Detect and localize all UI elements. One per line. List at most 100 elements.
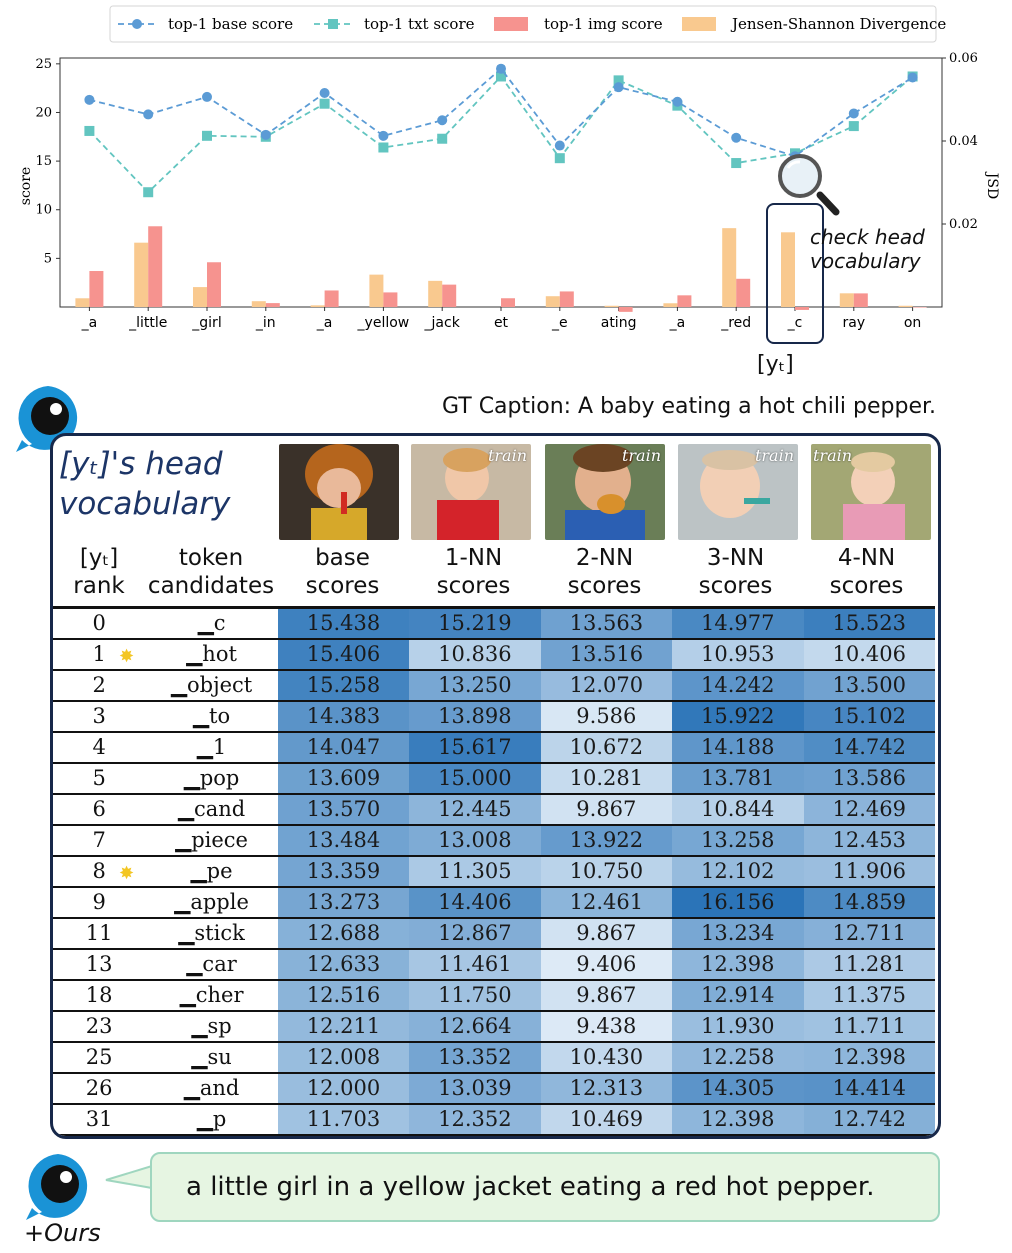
base-score-point — [143, 109, 154, 120]
score-cell: 12.516 — [277, 979, 410, 1011]
score-cell: 13.781 — [672, 762, 804, 794]
col-token-header: token candidates — [147, 545, 275, 599]
rank-cell: 4 — [53, 731, 146, 763]
score-cell: 10.750 — [540, 855, 673, 887]
img-score-bar — [324, 290, 339, 307]
jsd-bar — [251, 301, 266, 307]
x-tick-label: _yellow — [357, 315, 410, 331]
img-score-bar — [207, 262, 221, 307]
legend-marker — [132, 19, 142, 29]
base-score-point — [260, 129, 271, 140]
table-row: 23 ▁sp 12.211 12.664 9.438 11.930 11.711 — [53, 1010, 935, 1042]
score-cell: 10.406 — [803, 638, 935, 670]
score-cell: 12.633 — [277, 948, 410, 980]
y-tick-label: 10 — [35, 203, 52, 218]
img-score-bar — [265, 303, 280, 307]
score-cell: 12.711 — [803, 917, 935, 949]
table-row: 25 ▁su 12.008 13.352 10.430 12.258 12.398 — [53, 1041, 935, 1073]
rank-cell: 5 — [53, 762, 146, 794]
col-nn4-header: 4-NN scores — [829, 545, 904, 599]
score-cell: 12.398 — [803, 1041, 935, 1073]
score-cell: 9.586 — [540, 700, 673, 732]
img-score-bar — [618, 307, 633, 312]
jsd-bar — [663, 303, 678, 307]
base-score-point — [437, 115, 448, 126]
base-score-point — [496, 63, 506, 74]
rank-cell: 23 — [53, 1010, 146, 1042]
y-tick-label: 15 — [35, 154, 52, 169]
base-score-point — [731, 132, 742, 143]
score-cell: 13.586 — [803, 762, 935, 794]
x-tick-label: ray — [842, 315, 865, 331]
token-cell: ▁sp — [145, 1010, 278, 1042]
score-cell: 10.281 — [540, 762, 673, 794]
output-caption: a little girl in a yellow jacket eating … — [186, 1172, 875, 1202]
score-cell: 12.461 — [540, 886, 673, 918]
score-cell: 15.406 — [277, 638, 410, 670]
token-cell: ▁car — [145, 948, 278, 980]
score-cell: 14.305 — [672, 1072, 804, 1104]
x-tick-label: _a — [316, 315, 333, 331]
rank-cell: 13 — [53, 948, 146, 980]
score-table: 0 ▁c 15.438 15.219 13.563 14.977 15.523 1 ✸ ▁hot 1… — [53, 606, 935, 1136]
jsd-bar — [75, 298, 90, 307]
speech-tail — [105, 1164, 153, 1190]
score-cell: 12.742 — [803, 1103, 935, 1136]
ours-label: +Ours — [24, 1219, 101, 1247]
score-cell: 12.211 — [277, 1010, 410, 1042]
rank-cell: 26 — [53, 1072, 146, 1104]
head-vocabulary-panel: [yₜ]'s head vocabulary train train — [50, 433, 941, 1139]
score-cell: 15.219 — [409, 606, 541, 639]
score-cell: 13.352 — [409, 1041, 541, 1073]
img-score-bar — [736, 278, 751, 307]
base-score-point — [319, 88, 330, 99]
x-tick-label: ating — [601, 315, 637, 331]
base-score-point — [613, 82, 624, 93]
jsd-bar — [134, 242, 149, 307]
line-bar-chart: 5 10 15 20 25 0.02 0.04 0.06 score JSD _a _little _g… — [18, 5, 1000, 344]
txt-score-point — [613, 75, 624, 86]
y2-axis-label: JSD — [984, 171, 1000, 199]
x-tick-label: _e — [551, 315, 568, 331]
token-cell: ▁su — [145, 1041, 278, 1073]
score-cell: 9.867 — [540, 793, 673, 825]
img-score-bar — [501, 298, 515, 307]
token-cell: ▁hot — [145, 638, 278, 670]
head-vocabulary-title: [yₜ]'s head vocabulary — [59, 446, 231, 522]
eye-bubble-icon — [26, 1154, 88, 1220]
score-cell: 11.703 — [277, 1103, 410, 1136]
query-photo — [279, 444, 399, 540]
rank-cell: 2 — [53, 669, 146, 701]
score-cell: 10.672 — [540, 731, 673, 763]
y-tick-label: 5 — [44, 251, 52, 266]
score-cell: 11.305 — [409, 855, 541, 887]
x-tick-label: _a — [81, 315, 98, 331]
table-row: 2 ▁object 15.258 13.250 12.070 14.242 13.500 — [53, 669, 935, 701]
rank-cell: 0 — [53, 606, 146, 639]
score-cell: 13.359 — [277, 855, 410, 887]
score-cell: 13.609 — [277, 762, 410, 794]
score-cell: 13.500 — [803, 669, 935, 701]
x-tick-label: _c — [787, 315, 803, 331]
score-cell: 10.430 — [540, 1041, 673, 1073]
table-row: 31 ▁p 11.703 12.352 10.469 12.398 12.742 — [53, 1103, 935, 1136]
y-tick-label: 25 — [35, 57, 52, 72]
base-score-point — [378, 130, 389, 141]
score-cell: 13.273 — [277, 886, 410, 918]
x-tick-label: _a — [669, 315, 686, 331]
legend-marker — [328, 19, 338, 29]
score-cell: 14.859 — [803, 886, 935, 918]
token-cell: ▁object — [145, 669, 278, 701]
score-cell: 9.867 — [540, 979, 673, 1011]
nn1-photo: train — [411, 444, 531, 540]
score-cell: 12.398 — [672, 948, 804, 980]
jsd-bar — [310, 305, 325, 307]
score-cell: 12.453 — [803, 824, 935, 856]
gt-caption: GT Caption: A baby eating a hot chili pe… — [442, 394, 937, 419]
score-cell: 12.398 — [672, 1103, 804, 1136]
x-tick-label: _little — [128, 315, 167, 331]
table-row: 3 ▁to 14.383 13.898 9.586 15.922 15.102 — [53, 700, 935, 732]
score-cell: 9.867 — [540, 917, 673, 949]
jsd-bar — [545, 296, 560, 307]
star-icon: ✸ — [119, 646, 135, 667]
